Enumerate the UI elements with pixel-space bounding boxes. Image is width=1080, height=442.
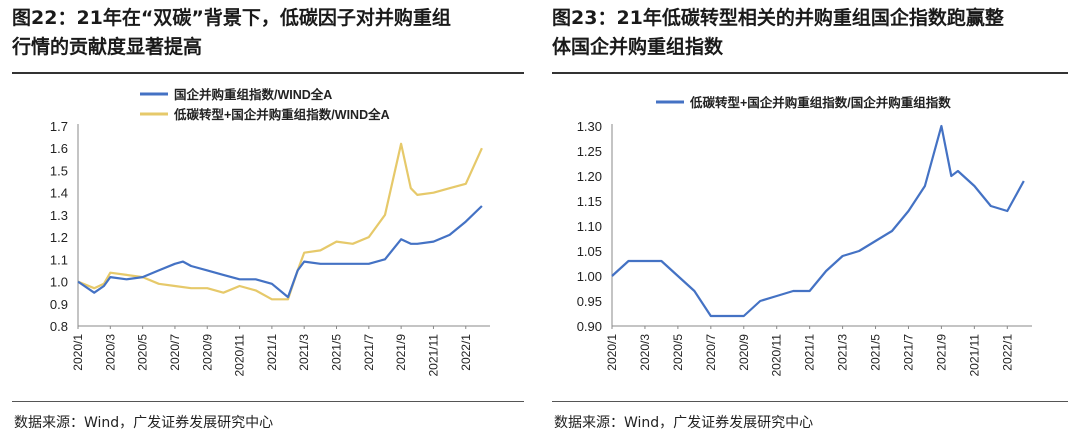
x-tick-label: 2022/1 — [1000, 334, 1014, 371]
x-tick-label: 2020/11 — [233, 334, 247, 377]
y-tick-label: 1.10 — [577, 219, 602, 234]
series-line-1 — [77, 142, 483, 301]
x-tick-label: 2020/5 — [136, 334, 150, 371]
x-tick-label: 2020/9 — [200, 334, 214, 371]
figure-23-title-line1: 图23：21年低碳转型相关的并购重组国企指数跑赢整 — [552, 7, 1004, 29]
x-tick-label: 2020/1 — [605, 334, 619, 371]
x-tick-label: 2021/11 — [426, 334, 440, 377]
y-tick-label: 1.5 — [50, 163, 68, 178]
x-tick-label: 2020/1 — [71, 334, 85, 371]
x-tick-label: 2020/11 — [770, 334, 784, 377]
figure-23-title-line2: 体国企并购重组指数 — [552, 36, 724, 58]
y-tick-label: 1.4 — [50, 186, 68, 201]
y-tick-label: 1.30 — [577, 119, 602, 134]
y-tick-label: 1.15 — [577, 194, 602, 209]
figure-22-title-line1: 图22：21年在“双碳”背景下，低碳因子对并购重组 — [12, 7, 451, 29]
x-tick-label: 2021/9 — [934, 334, 948, 371]
y-tick-label: 1.7 — [50, 119, 68, 134]
figure-22-title: 图22：21年在“双碳”背景下，低碳因子对并购重组 行情的贡献度显著提高 — [12, 4, 451, 62]
y-tick-label: 1.3 — [50, 208, 68, 223]
x-tick-label: 2020/9 — [737, 334, 751, 371]
x-tick-label: 2021/3 — [297, 334, 311, 371]
figure-23-title: 图23：21年低碳转型相关的并购重组国企指数跑赢整 体国企并购重组指数 — [552, 4, 1004, 62]
y-tick-label: 1.20 — [577, 169, 602, 184]
legend-label-0: 国企并购重组指数/WIND全A — [174, 87, 332, 102]
x-tick-label: 2021/5 — [869, 334, 883, 371]
x-tick-label: 2021/9 — [394, 334, 408, 371]
y-tick-label: 1.6 — [50, 141, 68, 156]
y-tick-label: 1.2 — [50, 230, 68, 245]
figure-22-source: 数据来源：Wind，广发证券发展研究中心 — [14, 415, 274, 431]
x-tick-label: 2020/7 — [704, 334, 718, 371]
y-tick-label: 1.1 — [50, 252, 68, 267]
x-tick-label: 2021/5 — [330, 334, 344, 371]
y-tick-label: 1.0 — [50, 275, 68, 290]
y-tick-label: 0.8 — [50, 319, 68, 334]
figure-22-title-rule — [12, 72, 524, 74]
y-tick-label: 1.25 — [577, 144, 602, 159]
figure-23-title-rule — [552, 72, 1068, 74]
figure-22-bottom-rule — [12, 401, 524, 402]
x-tick-label: 2020/3 — [103, 334, 117, 371]
x-tick-label: 2021/1 — [265, 334, 279, 371]
figure-23-panel: 图23：21年低碳转型相关的并购重组国企指数跑赢整 体国企并购重组指数 0.90… — [552, 0, 1068, 442]
legend-label-1: 低碳转型+国企并购重组指数/WIND全A — [173, 107, 390, 122]
series-line-0 — [611, 124, 1025, 318]
x-tick-label: 2020/7 — [168, 334, 182, 371]
figure-23-chart: 0.90 0.95 1.00 1.05 1.10 1.15 1.20 1.25 1.30 2020… — [577, 95, 1032, 377]
x-tick-label: 2021/7 — [901, 334, 915, 371]
y-tick-label: 0.9 — [50, 297, 68, 312]
series-line-0 — [77, 205, 483, 299]
x-tick-label: 2021/3 — [836, 334, 850, 371]
y-tick-label: 1.00 — [577, 269, 602, 284]
figure-22-chart: 0.8 0.9 1.0 1.1 1.2 1.3 1.4 1.5 1.6 1.7 2020/1 2020… — [50, 87, 490, 377]
x-tick-label: 2021/11 — [967, 334, 981, 377]
figure-23-source: 数据来源：Wind，广发证券发展研究中心 — [554, 415, 814, 431]
figure-22-panel: 图22：21年在“双碳”背景下，低碳因子对并购重组 行情的贡献度显著提高 0.8… — [12, 0, 524, 442]
y-tick-label: 1.05 — [577, 244, 602, 259]
y-tick-label: 0.95 — [577, 294, 602, 309]
x-tick-label: 2021/7 — [362, 334, 376, 371]
x-tick-label: 2021/1 — [803, 334, 817, 371]
figure-23-bottom-rule — [552, 401, 1068, 402]
figure-22-title-line2: 行情的贡献度显著提高 — [12, 36, 203, 58]
x-tick-label: 2022/1 — [459, 334, 473, 371]
legend-label-0: 低碳转型+国企并购重组指数/国企并购重组指数 — [689, 95, 951, 110]
x-tick-label: 2020/5 — [671, 334, 685, 371]
x-tick-label: 2020/3 — [638, 334, 652, 371]
y-tick-label: 0.90 — [577, 319, 602, 334]
